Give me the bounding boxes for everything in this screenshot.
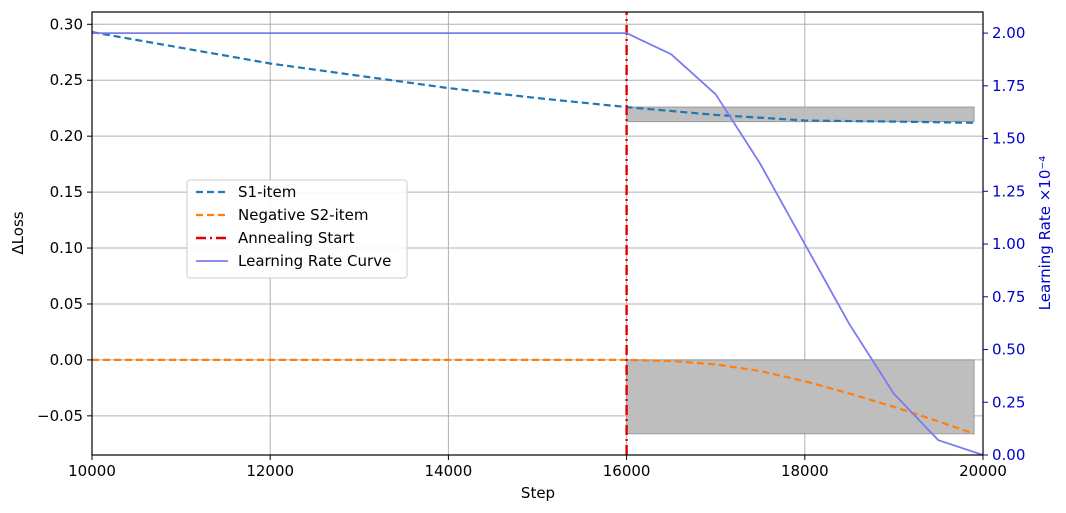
x-tick-label: 12000 [246,462,294,480]
y-axis-ticks: −0.05 0.00 0.05 0.10 0.15 0.20 0.25 0.30 [37,15,92,425]
x-axis-title: Step [521,484,555,502]
y2-tick-label: 0.75 [992,288,1025,306]
y2-tick-label: 2.00 [992,24,1025,42]
series-lines [91,12,984,456]
y-tick-label: 0.30 [50,15,83,33]
y-tick-label: 0.25 [50,71,83,89]
legend-box [186,179,408,279]
legend-label-3: Learning Rate Curve [238,252,391,270]
y2-tick-label: 0.50 [992,341,1025,359]
y2-axis-title: Learning Rate ×10⁻⁴ [1036,156,1054,311]
legend: S1-item Negative S2-item Annealing Start Le… [186,179,408,279]
x-tick-label: 18000 [781,462,829,480]
plot-frame [91,11,984,456]
y-tick-label: 0.15 [50,183,83,201]
y-tick-label: −0.05 [37,407,83,425]
shaded-regions [626,106,975,435]
shaded-region [626,359,975,435]
series-line-0 [91,31,975,124]
y-axis-title: ΔLoss [9,211,27,254]
shaded-region [626,106,975,123]
y2-tick-label: 0.00 [992,446,1025,464]
y-tick-label: 0.10 [50,239,83,257]
y2-tick-label: 0.25 [992,393,1025,411]
y2-tick-label: 1.75 [992,77,1025,95]
y2-axis-ticks: 0.00 0.25 0.50 0.75 1.00 1.25 1.50 1.75 2.00 [983,24,1025,464]
x-tick-label: 20000 [959,462,1007,480]
x-tick-label: 14000 [425,462,473,480]
legend-label-2: Annealing Start [238,229,355,247]
y-tick-label: 0.05 [50,295,83,313]
series-line-3 [92,32,984,456]
y-tick-label: 0.20 [50,127,83,145]
x-tick-label: 10000 [68,462,116,480]
x-axis-ticks: 10000 12000 14000 16000 18000 20000 [68,455,1007,480]
y-tick-label: 0.00 [50,351,83,369]
y2-tick-label: 1.50 [992,130,1025,148]
y2-tick-label: 1.25 [992,182,1025,200]
x-tick-label: 16000 [603,462,651,480]
series-line-1 [92,358,975,435]
legend-label-1: Negative S2-item [238,206,368,224]
y2-tick-label: 1.00 [992,235,1025,253]
legend-label-0: S1-item [238,183,296,201]
